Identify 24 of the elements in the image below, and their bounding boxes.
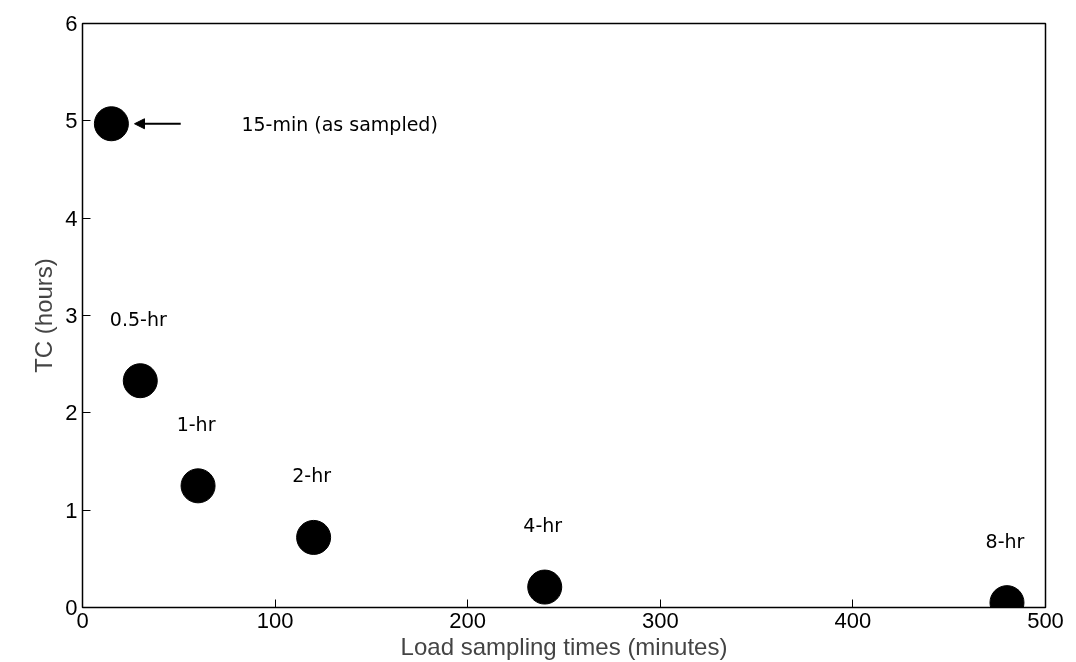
y-tick-label: 6 bbox=[65, 11, 78, 36]
x-tick-label: 300 bbox=[641, 607, 679, 633]
x-tick-label: 400 bbox=[834, 607, 872, 633]
point bbox=[93, 106, 129, 142]
y-tick-label: 3 bbox=[65, 303, 78, 328]
annotation: 15-min (as sampled) bbox=[241, 112, 438, 135]
point bbox=[296, 519, 332, 555]
x-tick-label: 200 bbox=[449, 607, 487, 633]
y-axis-title: TC (hours) bbox=[30, 258, 58, 373]
y-tick-label: 1 bbox=[65, 497, 78, 523]
y-tick-label: 4 bbox=[65, 205, 78, 231]
annotation: 0.5-hr bbox=[109, 307, 167, 330]
point bbox=[122, 363, 158, 399]
y-tick-label: 5 bbox=[65, 108, 78, 134]
annotation: 1-hr bbox=[176, 412, 216, 435]
annotation: 2-hr bbox=[292, 464, 332, 487]
y-tick-label: 2 bbox=[65, 400, 78, 426]
annotation: 8-hr bbox=[985, 529, 1025, 552]
x-tick-label: 500 bbox=[1027, 607, 1064, 633]
point bbox=[180, 468, 216, 504]
annotation: 4-hr bbox=[523, 514, 563, 537]
x-axis-title: Load sampling times (minutes) bbox=[400, 632, 728, 660]
point bbox=[527, 569, 563, 605]
x-tick-label: 100 bbox=[256, 607, 294, 633]
